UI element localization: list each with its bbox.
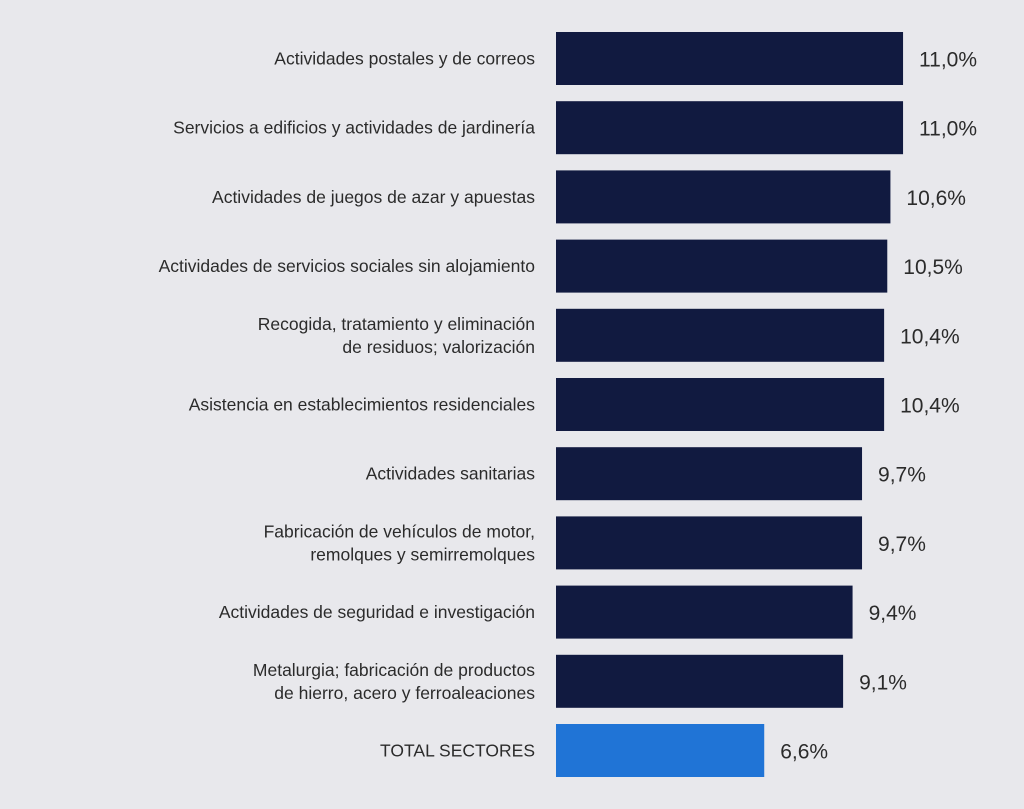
category-label: Asistencia en establecimientos residenci… <box>189 395 536 415</box>
data-label: 10,5% <box>903 256 963 279</box>
data-label: 9,1% <box>859 671 907 694</box>
category-label: de residuos; valorización <box>342 337 535 357</box>
data-label: 11,0% <box>919 118 977 141</box>
category-label: Actividades de juegos de azar y apuestas <box>212 187 535 207</box>
data-label: 9,7% <box>878 533 926 556</box>
data-label: 6,6% <box>780 741 828 764</box>
bar <box>556 378 885 431</box>
bar <box>556 239 888 293</box>
bar <box>556 447 863 501</box>
data-label: 10,4% <box>900 395 960 418</box>
bar <box>556 516 863 570</box>
data-label: 10,4% <box>900 325 960 348</box>
category-label: Actividades de seguridad e investigación <box>219 602 535 622</box>
category-label: remolques y semirremolques <box>310 544 535 564</box>
category-label: de hierro, acero y ferroaleaciones <box>274 683 535 703</box>
category-label: TOTAL SECTORES <box>380 741 535 761</box>
category-label: Fabricación de vehículos de motor, <box>264 521 535 541</box>
category-label: Actividades postales y de correos <box>274 49 535 69</box>
data-label: 10,6% <box>906 187 966 210</box>
category-label: Servicios a edificios y actividades de j… <box>173 118 535 138</box>
bar <box>556 170 891 224</box>
category-label: Actividades sanitarias <box>366 464 535 484</box>
data-label: 9,7% <box>878 464 926 487</box>
bar <box>556 101 904 155</box>
bar <box>556 308 885 362</box>
category-label: Actividades de servicios sociales sin al… <box>159 256 535 276</box>
bar <box>556 585 853 639</box>
category-label: Metalurgia; fabricación de productos <box>253 660 535 680</box>
data-label: 11,0% <box>919 49 977 72</box>
data-label: 9,4% <box>869 602 917 625</box>
bar <box>556 654 844 708</box>
bar <box>556 32 904 85</box>
bar <box>556 724 765 777</box>
category-label: Recogida, tratamiento y eliminación <box>258 314 535 334</box>
